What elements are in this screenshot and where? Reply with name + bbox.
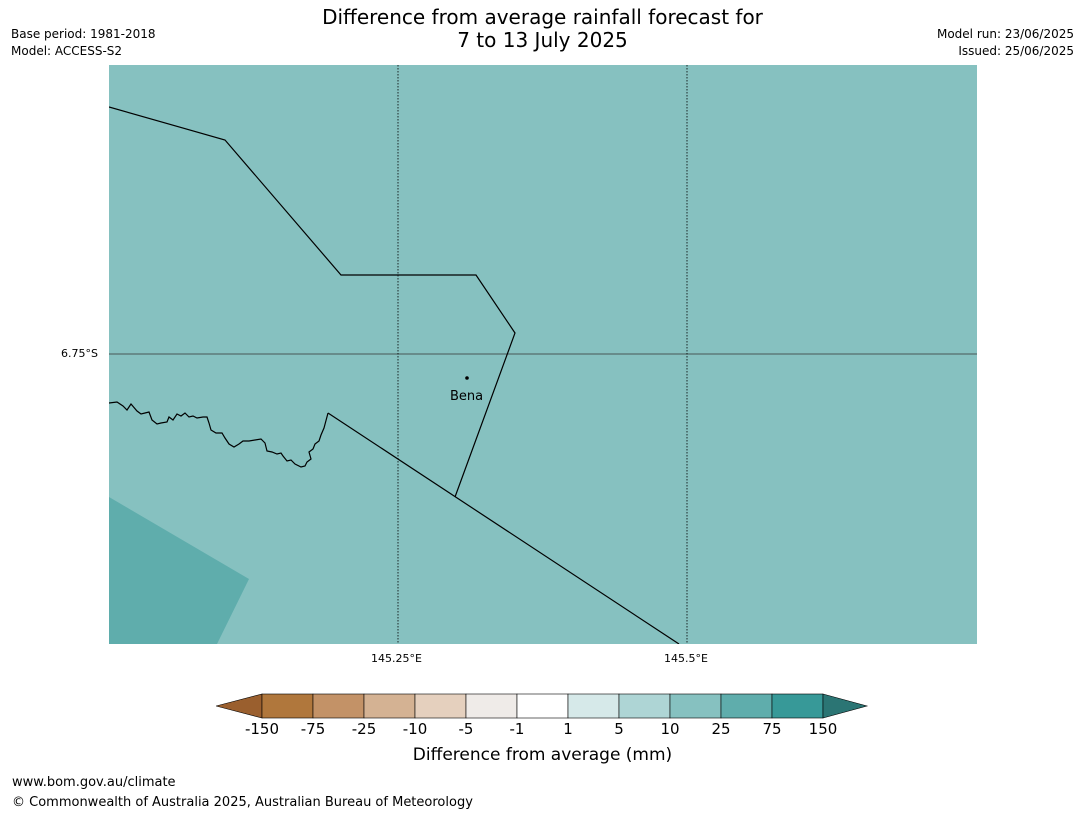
colorbar-tick-label: 10 xyxy=(660,720,680,738)
map-canvas xyxy=(109,65,977,644)
colorbar xyxy=(216,693,869,719)
map-panel[interactable] xyxy=(109,65,977,644)
colorbar-tick-label: -150 xyxy=(244,720,280,738)
model-text: Model: ACCESS-S2 xyxy=(11,44,123,58)
colorbar-segment xyxy=(618,693,671,719)
colorbar-title: Difference from average (mm) xyxy=(412,745,673,765)
colorbar-tick-label: 5 xyxy=(614,720,624,738)
coastline-river xyxy=(109,401,329,468)
colorbar-tick-label: 75 xyxy=(762,720,782,738)
meta-right: Model run: 23/06/2025 Issued: 25/06/2025 xyxy=(937,26,1074,60)
colorbar-extend-low xyxy=(216,693,263,719)
colorbar-segment xyxy=(516,693,569,719)
province-boundary-1 xyxy=(109,106,516,498)
model-run-text: Model run: 23/06/2025 xyxy=(936,27,1074,41)
colorbar-segment xyxy=(669,693,722,719)
rainfall-zone-darker xyxy=(109,497,249,644)
colorbar-tick-label: -25 xyxy=(351,720,377,738)
colorbar-tick-label: -1 xyxy=(509,720,525,738)
title-line-2: 7 to 13 July 2025 xyxy=(457,28,628,52)
colorbar-segment xyxy=(414,693,467,719)
colorbar-tick-label: 25 xyxy=(711,720,731,738)
colorbar-segments xyxy=(216,693,869,719)
colorbar-tick-label: -5 xyxy=(458,720,474,738)
colorbar-extend-high xyxy=(822,693,869,719)
map-background xyxy=(109,65,977,644)
colorbar-segment xyxy=(720,693,773,719)
colorbar-tick-label: 150 xyxy=(808,720,838,738)
issued-text: Issued: 25/06/2025 xyxy=(958,44,1074,58)
title-line-1: Difference from average rainfall forecas… xyxy=(322,5,763,29)
colorbar-tick-label: -10 xyxy=(402,720,428,738)
base-period-text: Base period: 1981-2018 xyxy=(11,27,156,41)
colorbar-segment xyxy=(312,693,365,719)
town-label-bena: Bena xyxy=(450,389,484,404)
footer-copyright: © Commonwealth of Australia 2025, Austra… xyxy=(12,795,473,810)
colorbar-tick-label: -75 xyxy=(300,720,326,738)
colorbar-tick-label: 1 xyxy=(563,720,573,738)
colorbar-segment xyxy=(465,693,518,719)
longitude-label-1: 145.25°E xyxy=(371,652,422,665)
footer-url[interactable]: www.bom.gov.au/climate xyxy=(12,775,176,790)
colorbar-segment xyxy=(567,693,620,719)
map-title: Difference from average rainfall forecas… xyxy=(0,6,1085,52)
colorbar-segment xyxy=(261,693,314,719)
latitude-label-1: 6.75°S xyxy=(61,347,98,360)
province-boundary-2 xyxy=(327,412,680,644)
meta-left: Base period: 1981-2018 Model: ACCESS-S2 xyxy=(11,26,156,60)
colorbar-segment xyxy=(771,693,824,719)
town-marker-bena xyxy=(465,376,469,380)
colorbar-segment xyxy=(363,693,416,719)
longitude-label-2: 145.5°E xyxy=(664,652,708,665)
